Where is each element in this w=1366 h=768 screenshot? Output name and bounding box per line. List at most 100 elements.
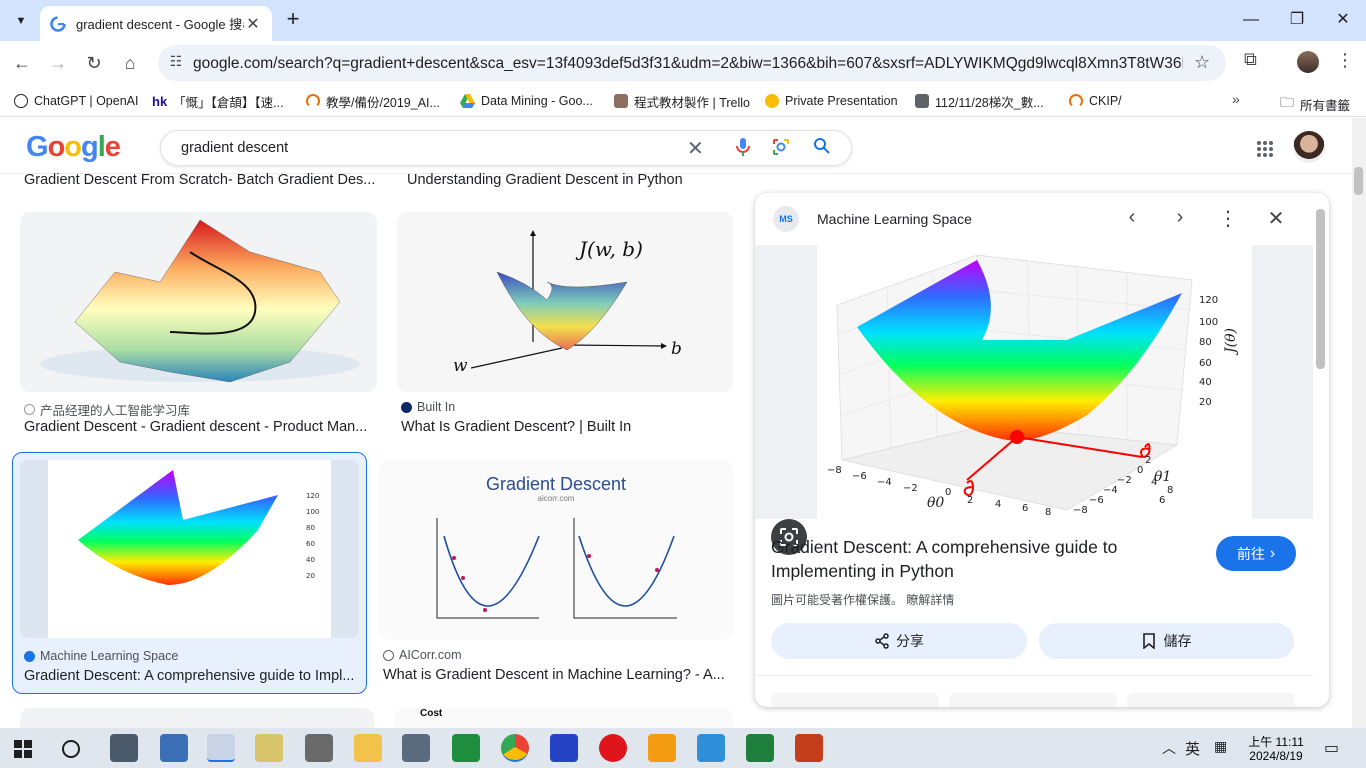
result-thumbnail[interactable]: Cost bbox=[394, 708, 733, 728]
taskbar-classroom-icon[interactable] bbox=[452, 734, 480, 762]
result-caption[interactable]: Gradient Descent From Scratch- Batch Gra… bbox=[24, 172, 376, 188]
tray-chevron-up-icon[interactable]: ︿ bbox=[1162, 740, 1176, 756]
url-text[interactable]: google.com/search?q=gradient+descent&sca… bbox=[193, 55, 1183, 72]
result-title[interactable]: Gradient Descent - Gradient descent - Pr… bbox=[24, 419, 368, 435]
minimize-icon[interactable]: — bbox=[1243, 11, 1259, 28]
selected-result-card[interactable]: 120 100 80 60 40 20 Machine Learning Space Gr… bbox=[12, 452, 367, 694]
google-lens-icon[interactable] bbox=[771, 137, 791, 157]
google-logo[interactable]: Google bbox=[26, 131, 121, 163]
bookmarks-bar: ChatGPT | OpenAI hk 「慨」【倉頡】【速... 教學/備份/2… bbox=[0, 85, 1366, 117]
powerpoint-icon[interactable] bbox=[795, 734, 823, 762]
home-icon[interactable]: ⌂ bbox=[124, 53, 136, 73]
taskbar-network-app-icon[interactable] bbox=[160, 734, 188, 762]
page-scrollbar-thumb[interactable] bbox=[1354, 167, 1363, 195]
bookmark-112-11-28[interactable]: 112/11/28梯次_數... bbox=[915, 92, 1044, 110]
bookmark-teaching[interactable]: 教學/備份/2019_AI... bbox=[306, 92, 440, 110]
clock-time[interactable]: 上午 11:11 bbox=[1248, 735, 1304, 749]
taskbar-search-app-icon[interactable] bbox=[648, 734, 676, 762]
panel-scrollbar[interactable] bbox=[1316, 209, 1325, 369]
result-source[interactable]: 产品经理的人工智能学习库 bbox=[24, 400, 190, 419]
result-title[interactable]: What Is Gradient Descent? | Built In bbox=[401, 419, 632, 435]
file-explorer-icon[interactable] bbox=[354, 734, 382, 762]
site-info-icon[interactable]: ☷ bbox=[169, 53, 183, 69]
preview-image-area[interactable]: 120 100 80 60 40 20 J(θ) −8 −6 −4 −2 0 2… bbox=[755, 245, 1313, 555]
google-apps-icon[interactable] bbox=[1256, 140, 1274, 158]
result-thumbnail[interactable]: Gradient Descent aicorr.com bbox=[379, 460, 733, 640]
bookmark-data-mining[interactable]: Data Mining - Goo... bbox=[460, 92, 593, 110]
clock-date[interactable]: 2024/8/19 bbox=[1249, 749, 1303, 763]
ml-space-logo-icon[interactable]: MS bbox=[773, 206, 799, 232]
windows-taskbar: ︿ 英 ▦ 上午 11:11 2024/8/19 ▭ bbox=[0, 728, 1366, 768]
result-thumbnail[interactable] bbox=[20, 708, 374, 728]
taskbar-paint-icon[interactable] bbox=[207, 734, 235, 762]
taskbar-photos-icon[interactable] bbox=[697, 734, 725, 762]
previous-image-icon[interactable]: ‹ bbox=[1128, 206, 1136, 228]
chevron-right-icon: › bbox=[1269, 544, 1276, 562]
taskbar-app-icon[interactable] bbox=[110, 734, 138, 762]
taskbar-notes-icon[interactable] bbox=[255, 734, 283, 762]
bookmark-trello[interactable]: 程式教材製作 | Trello bbox=[614, 92, 750, 110]
next-image-icon[interactable]: › bbox=[1176, 206, 1184, 228]
restore-icon[interactable]: ❐ bbox=[1289, 11, 1305, 28]
notifications-icon[interactable]: ▭ bbox=[1324, 740, 1340, 757]
bookmark-star-icon[interactable]: ☆ bbox=[1194, 52, 1211, 72]
lens-search-button[interactable] bbox=[771, 519, 807, 555]
windows-start-icon[interactable] bbox=[14, 740, 32, 758]
taskbar-camera2-icon[interactable] bbox=[402, 734, 430, 762]
result-thumbnail[interactable]: 120 100 80 60 40 20 bbox=[20, 460, 359, 638]
new-tab-icon[interactable]: + bbox=[286, 6, 300, 31]
result-source[interactable]: Machine Learning Space bbox=[24, 649, 178, 663]
more-options-icon[interactable]: ⋮ bbox=[1218, 208, 1238, 230]
taskbar-w-app-icon[interactable] bbox=[550, 734, 578, 762]
copyright-notice[interactable]: 圖片可能受著作權保護。 瞭解詳情 bbox=[771, 593, 955, 607]
search-icon[interactable] bbox=[813, 137, 831, 155]
bookmark-ckip[interactable]: CKIP/ bbox=[1069, 92, 1122, 110]
ime-mode-icon[interactable]: ▦ bbox=[1214, 738, 1228, 754]
back-icon[interactable]: ← bbox=[13, 53, 31, 73]
profile-avatar[interactable] bbox=[1297, 51, 1319, 73]
taskbar-camera-icon[interactable] bbox=[305, 734, 333, 762]
related-thumbnail[interactable] bbox=[771, 693, 939, 707]
search-input[interactable]: gradient descent bbox=[181, 140, 289, 156]
bookmark-hk[interactable]: hk 「慨」【倉頡】【速... bbox=[152, 92, 284, 110]
result-title[interactable]: Gradient Descent: A comprehensive guide … bbox=[24, 668, 355, 684]
share-button[interactable]: 分享 bbox=[771, 623, 1027, 659]
save-button[interactable]: 儲存 bbox=[1039, 623, 1294, 659]
result-title[interactable]: What is Gradient Descent in Machine Lear… bbox=[383, 667, 725, 683]
account-avatar[interactable] bbox=[1293, 131, 1325, 163]
clear-search-icon[interactable]: ✕ bbox=[687, 138, 704, 160]
result-thumbnail[interactable]: J(w, b) b w bbox=[397, 212, 733, 392]
panel-title[interactable]: Gradient Descent: A comprehensive guide … bbox=[771, 537, 1118, 581]
search-box[interactable]: gradient descent ✕ bbox=[160, 130, 852, 166]
opera-icon[interactable] bbox=[599, 734, 627, 762]
bookmark-chatgpt[interactable]: ChatGPT | OpenAI bbox=[14, 92, 138, 110]
page-scrollbar-track[interactable] bbox=[1352, 118, 1366, 728]
panel-source-name[interactable]: Machine Learning Space bbox=[817, 211, 972, 227]
related-thumbnail[interactable] bbox=[1127, 693, 1295, 707]
result-thumbnail[interactable] bbox=[20, 212, 377, 392]
browser-menu-icon[interactable]: ⋮ bbox=[1336, 50, 1354, 70]
forward-icon[interactable]: → bbox=[49, 53, 67, 73]
bookmarks-overflow-icon[interactable]: » bbox=[1232, 91, 1240, 107]
reload-icon[interactable]: ↻ bbox=[86, 53, 102, 73]
result-source[interactable]: Built In bbox=[401, 400, 455, 414]
tab-close-icon[interactable]: ✕ bbox=[246, 15, 260, 33]
result-caption[interactable]: Understanding Gradient Descent in Python bbox=[407, 172, 683, 188]
y-tick: 4 bbox=[1151, 477, 1157, 488]
address-bar[interactable]: ☷ google.com/search?q=gradient+descent&s… bbox=[158, 45, 1226, 81]
result-source[interactable]: AICorr.com bbox=[383, 648, 462, 662]
taskbar-sheet-icon[interactable] bbox=[746, 734, 774, 762]
browser-tab[interactable]: gradient descent - Google 搜尋 ✕ bbox=[40, 6, 272, 41]
bookmark-private-presentation[interactable]: Private Presentation bbox=[765, 92, 898, 110]
chrome-icon[interactable] bbox=[501, 734, 529, 762]
microphone-icon[interactable] bbox=[735, 137, 751, 157]
close-panel-icon[interactable]: ✕ bbox=[1267, 208, 1285, 230]
search-circle-icon[interactable] bbox=[62, 740, 80, 758]
ime-indicator[interactable]: 英 bbox=[1185, 741, 1201, 758]
all-bookmarks[interactable]: 🗀 所有書籤 bbox=[1280, 92, 1350, 116]
window-close-icon[interactable]: ✕ bbox=[1336, 11, 1350, 28]
extensions-icon[interactable]: ⧉ bbox=[1244, 49, 1257, 69]
tab-search-chevron-icon[interactable]: ▼ bbox=[15, 15, 27, 27]
visit-button[interactable]: 前往 › bbox=[1216, 536, 1296, 571]
related-thumbnail[interactable] bbox=[949, 693, 1117, 707]
